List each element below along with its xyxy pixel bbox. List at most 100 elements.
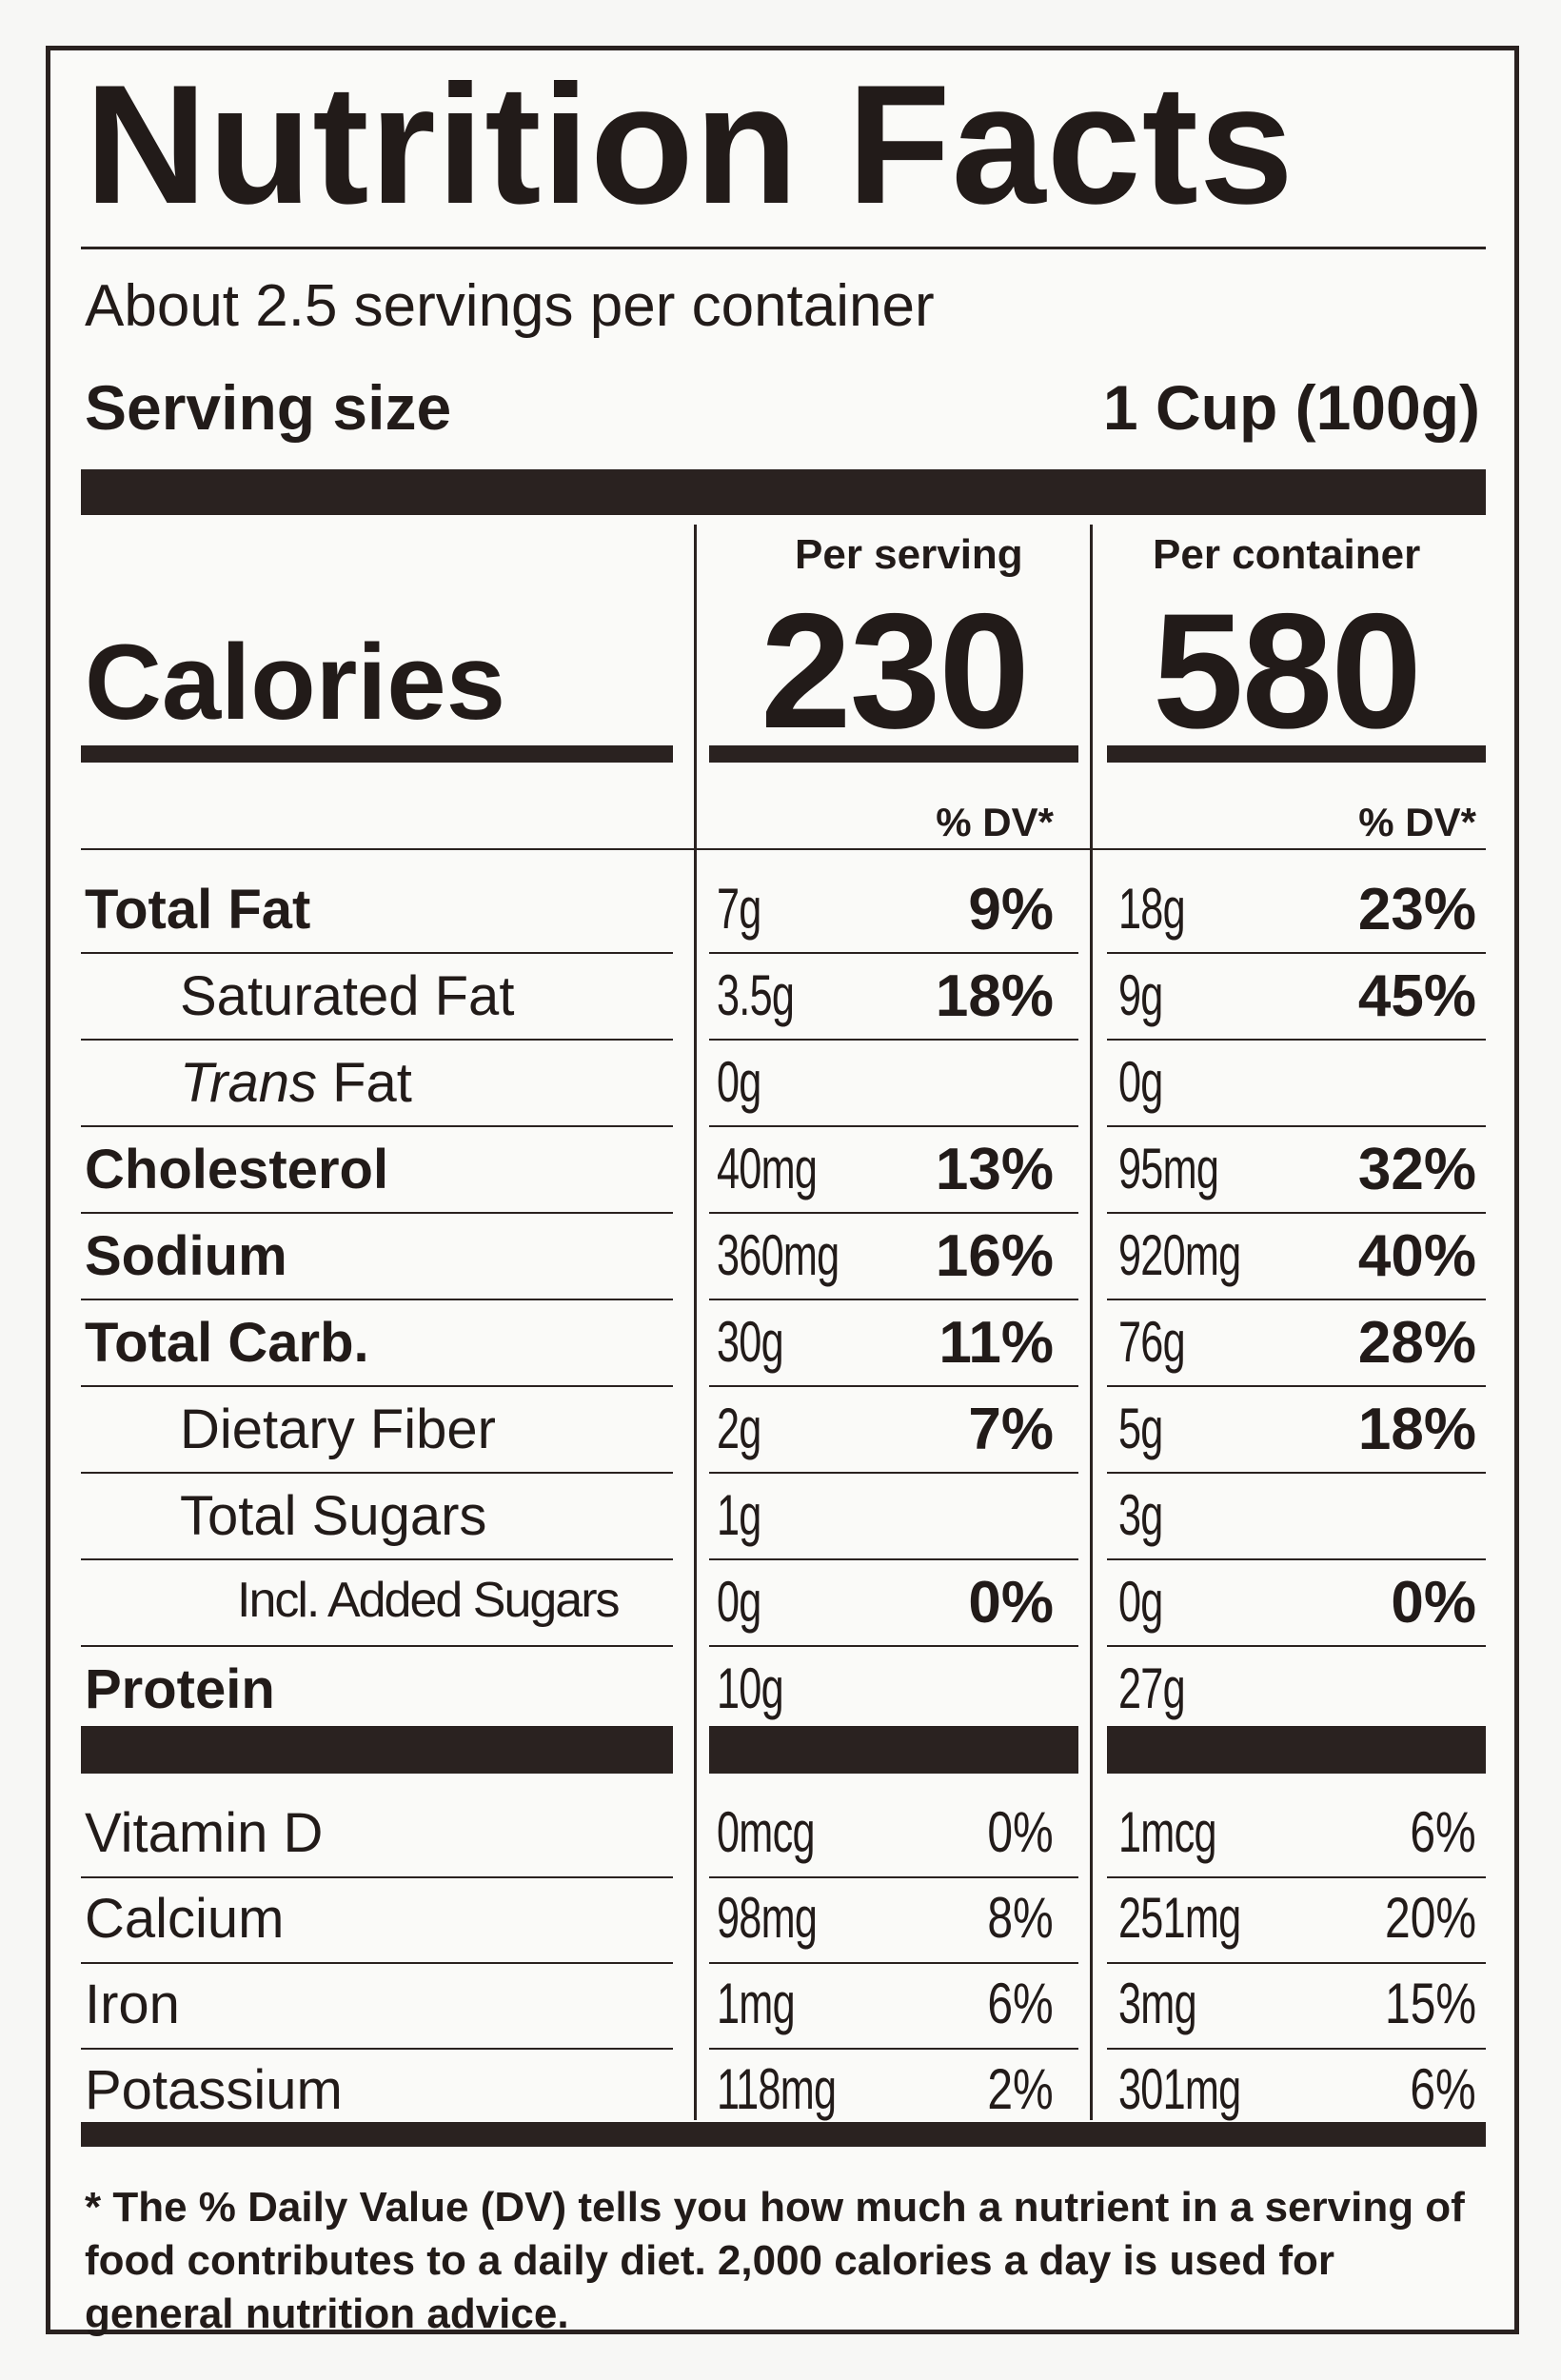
serving-dv: 11% bbox=[939, 1310, 1054, 1376]
vitamin-container-amount: 1mcg bbox=[1118, 1800, 1216, 1864]
container-dv: 45% bbox=[1357, 963, 1476, 1029]
serving-amount: 2g bbox=[717, 1397, 761, 1460]
vitamin-container-amount: 251mg bbox=[1118, 1886, 1241, 1950]
serving-dv: 18% bbox=[935, 963, 1054, 1029]
row-divider bbox=[81, 1472, 673, 1474]
serving-dv: 16% bbox=[935, 1223, 1054, 1289]
row-divider bbox=[81, 1039, 673, 1041]
row-divider bbox=[1107, 1472, 1486, 1474]
column-divider-container bbox=[1090, 525, 1093, 2120]
row-divider bbox=[709, 1039, 1078, 1041]
nutrient-label: Saturated Fat bbox=[180, 965, 515, 1027]
vitamin-serving-dv: 8% bbox=[987, 1886, 1054, 1950]
container-amount: 0g bbox=[1118, 1050, 1163, 1114]
row-divider bbox=[1107, 1125, 1486, 1127]
per-serving-header: Per serving bbox=[795, 531, 1023, 578]
row-divider bbox=[709, 1125, 1078, 1127]
serving-dv: 9% bbox=[968, 877, 1054, 942]
calories-divider-container bbox=[1107, 745, 1486, 763]
row-divider bbox=[81, 952, 673, 954]
vitamin-row-divider bbox=[709, 1876, 1078, 1878]
title-divider bbox=[81, 247, 1486, 249]
row-divider bbox=[1107, 1299, 1486, 1300]
nutrient-label-text: Fat bbox=[316, 1052, 412, 1114]
footnote: * The % Daily Value (DV) tells you how m… bbox=[85, 2184, 1465, 2337]
vitamin-container-dv: 6% bbox=[1410, 2057, 1476, 2121]
row-divider bbox=[709, 1299, 1078, 1300]
vitamin-serving-dv: 6% bbox=[987, 1972, 1054, 2035]
vitamin-row-divider bbox=[81, 1962, 673, 1964]
row-divider bbox=[709, 1645, 1078, 1647]
container-amount: 5g bbox=[1118, 1397, 1163, 1460]
row-divider bbox=[709, 952, 1078, 954]
row-divider bbox=[1107, 1039, 1486, 1041]
thick-divider-top bbox=[81, 469, 1486, 515]
row-divider bbox=[81, 1645, 673, 1647]
vitamin-serving-amount: 0mcg bbox=[717, 1800, 815, 1864]
vitamin-serving-amount: 118mg bbox=[717, 2057, 837, 2121]
nutrient-label: Trans Fat bbox=[180, 1056, 412, 1111]
row-divider bbox=[709, 1385, 1078, 1387]
vitamin-container-dv: 20% bbox=[1384, 1886, 1476, 1950]
serving-size-label: Serving size bbox=[85, 372, 452, 443]
vitamin-label: Calcium bbox=[85, 1888, 285, 1950]
panel-title: Nutrition Facts bbox=[85, 50, 1294, 239]
thick-divider-vitamins-label bbox=[81, 1726, 673, 1774]
container-amount: 76g bbox=[1118, 1310, 1186, 1374]
container-amount: 95mg bbox=[1118, 1137, 1219, 1200]
dv-header-serving: % DV* bbox=[936, 800, 1054, 844]
dv-header-container: % DV* bbox=[1358, 800, 1476, 844]
serving-amount: 10g bbox=[717, 1656, 784, 1720]
serving-amount: 0g bbox=[717, 1050, 761, 1114]
container-dv: 28% bbox=[1357, 1310, 1476, 1376]
container-dv: 18% bbox=[1357, 1397, 1476, 1462]
row-divider bbox=[709, 1558, 1078, 1560]
dv-header-divider bbox=[81, 848, 1486, 850]
vitamin-container-dv: 6% bbox=[1410, 1800, 1476, 1864]
vitamin-label: Potassium bbox=[85, 2059, 343, 2121]
row-divider bbox=[81, 1299, 673, 1300]
thick-divider-vitamins-serving bbox=[709, 1726, 1078, 1774]
nutrient-label: Total Fat bbox=[85, 879, 311, 941]
vitamin-serving-amount: 98mg bbox=[717, 1886, 818, 1950]
thick-divider-vitamins-container bbox=[1107, 1726, 1486, 1774]
container-amount: 18g bbox=[1118, 877, 1186, 941]
nutrient-label: Sodium bbox=[85, 1225, 287, 1287]
row-divider bbox=[1107, 1212, 1486, 1214]
nutrient-label: Incl. Added Sugars bbox=[237, 1573, 621, 1628]
vitamin-serving-dv: 2% bbox=[987, 2057, 1054, 2121]
container-amount: 27g bbox=[1118, 1656, 1186, 1720]
calories-per-serving: 230 bbox=[761, 580, 1030, 763]
nutrient-label: Protein bbox=[85, 1658, 275, 1720]
vitamin-label: Vitamin D bbox=[85, 1802, 324, 1864]
serving-amount: 40mg bbox=[717, 1137, 818, 1200]
vitamin-row-divider bbox=[81, 1876, 673, 1878]
row-divider bbox=[709, 1472, 1078, 1474]
container-amount: 920mg bbox=[1118, 1223, 1241, 1287]
vitamin-serving-amount: 1mg bbox=[717, 1972, 796, 2035]
thick-divider-bottom bbox=[81, 2122, 1486, 2147]
container-dv: 32% bbox=[1357, 1137, 1476, 1202]
nutrient-label: Cholesterol bbox=[85, 1139, 389, 1200]
row-divider bbox=[81, 1212, 673, 1214]
vitamin-row-divider bbox=[709, 2048, 1078, 2050]
vitamin-row-divider bbox=[1107, 1876, 1486, 1878]
calories-divider-serving bbox=[709, 745, 1078, 763]
container-amount: 0g bbox=[1118, 1570, 1163, 1634]
vitamin-row-divider bbox=[1107, 2048, 1486, 2050]
vitamin-label: Iron bbox=[85, 1973, 180, 2035]
vitamin-row-divider bbox=[81, 2048, 673, 2050]
serving-dv: 0% bbox=[968, 1570, 1054, 1636]
nutrient-label-italic: Trans bbox=[180, 1052, 317, 1114]
serving-dv: 13% bbox=[935, 1137, 1054, 1202]
nutrient-label: Total Carb. bbox=[85, 1312, 369, 1374]
serving-dv: 7% bbox=[968, 1397, 1054, 1462]
vitamin-row-divider bbox=[709, 1962, 1078, 1964]
serving-amount: 0g bbox=[717, 1570, 761, 1634]
calories-label: Calories bbox=[85, 623, 505, 742]
row-divider bbox=[81, 1385, 673, 1387]
row-divider bbox=[1107, 1385, 1486, 1387]
row-divider bbox=[1107, 1645, 1486, 1647]
container-dv: 23% bbox=[1357, 877, 1476, 942]
per-container-header: Per container bbox=[1153, 531, 1421, 578]
